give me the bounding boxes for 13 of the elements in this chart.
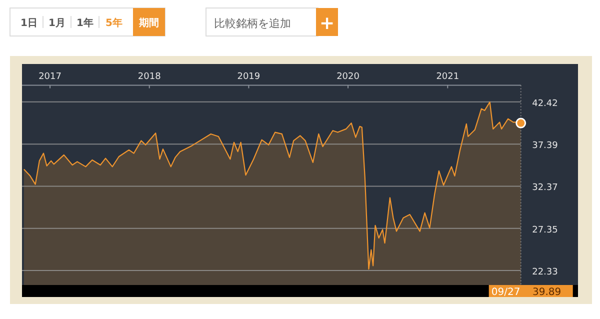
y-tick-label: 37.39: [532, 141, 558, 152]
x-tick-label: 2021: [436, 72, 460, 82]
x-tick-label: 2019: [237, 72, 260, 82]
x-tick-label: 2017: [38, 72, 62, 82]
text: 39.89: [532, 287, 562, 298]
y-tick-label: 32.37: [532, 183, 558, 194]
text: 09/27: [491, 287, 520, 298]
y-tick-label: 42.42: [532, 98, 558, 109]
x-tick-label: 2020: [336, 72, 360, 82]
y-tick-label: 27.35: [532, 225, 558, 236]
toolbar: 1日 1月 1年 5年 期間 比較銘柄を追加 +: [10, 8, 338, 36]
y-tick-label: 22.33: [532, 267, 558, 278]
x-tick-label: 2018: [138, 72, 162, 82]
